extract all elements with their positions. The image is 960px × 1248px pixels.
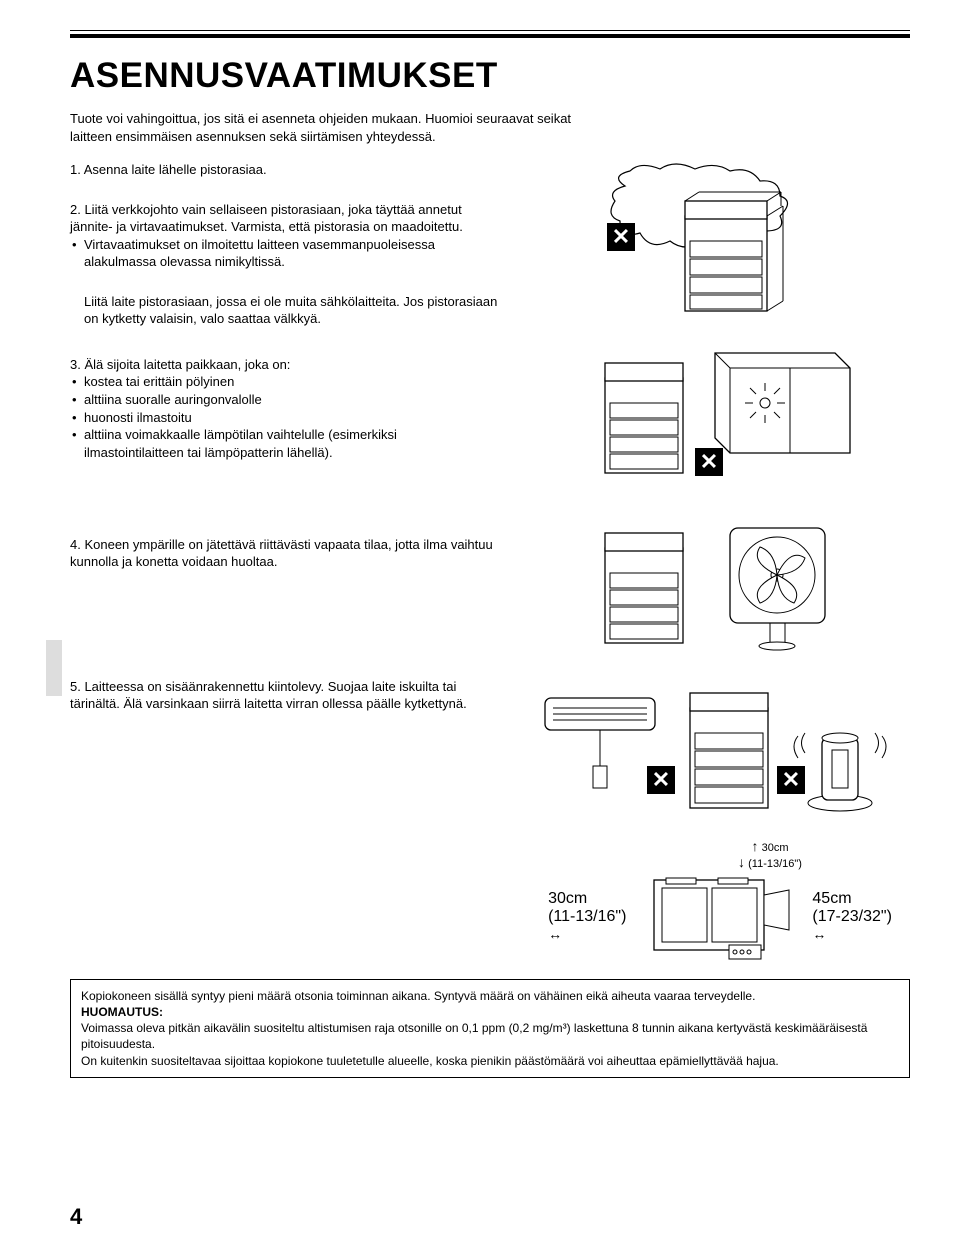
sun-copier-icon: ✕: [565, 338, 865, 508]
clearance-diagram: ↑ 30cm ↓ (11-13/16") 30cm (11-13/16") ↔: [530, 838, 910, 965]
arrow-up-icon: ↑: [752, 838, 759, 854]
dim-left2: (11-13/16"): [548, 908, 626, 926]
item-3-b3: huonosti ilmastoitu: [70, 409, 500, 427]
row-4: 5. Laitteessa on sisäänrakennettu kiinto…: [70, 678, 910, 828]
dim-right-block: 45cm (17-23/32") ↔: [812, 890, 892, 944]
page-tab: [46, 640, 62, 696]
text-col-2: 3. Älä sijoita laitetta paikkaan, joka o…: [70, 338, 500, 508]
row-1: 1. Asenna laite lähelle pistorasiaa. 2. …: [70, 161, 910, 328]
note-label: HUOMAUTUS:: [81, 1004, 899, 1020]
item-5: 5. Laitteessa on sisäänrakennettu kiinto…: [70, 678, 500, 713]
item-3-b1: kostea tai erittäin pölyinen: [70, 373, 500, 391]
item-3-lead: 3. Älä sijoita laitetta paikkaan, joka o…: [70, 356, 500, 374]
dim-top: 30cm: [762, 842, 789, 854]
note-box: Kopiokoneen sisällä syntyy pieni määrä o…: [70, 979, 910, 1078]
item-3-b2: alttiina suoralle auringonvalolle: [70, 391, 500, 409]
item-3: 3. Älä sijoita laitetta paikkaan, joka o…: [70, 356, 500, 461]
arrow-lr-icon: ↔: [812, 926, 826, 942]
dim-left-block: 30cm (11-13/16") ↔: [548, 890, 626, 944]
item-2-sub: Virtavaatimukset on ilmoitettu laitteen …: [70, 236, 500, 271]
arrow-down-icon: ↓: [738, 854, 745, 870]
item-4: 4. Koneen ympärille on jätettävä riittäv…: [70, 536, 500, 571]
text-col-1: 1. Asenna laite lähelle pistorasiaa. 2. …: [70, 161, 500, 328]
row-2: 3. Älä sijoita laitetta paikkaan, joka o…: [70, 338, 910, 508]
item-3-b4: alttiina voimakkaalle lämpötilan vaihtel…: [70, 426, 500, 461]
row-3: 4. Koneen ympärille on jätettävä riittäv…: [70, 518, 910, 668]
text-col-3: 4. Koneen ympärille on jätettävä riittäv…: [70, 518, 500, 668]
arrow-lr-icon: ↔: [548, 926, 562, 942]
copier-top-view-icon: [634, 870, 804, 965]
clearance-diagram-wrap: ↑ 30cm ↓ (11-13/16") 30cm (11-13/16") ↔: [70, 838, 910, 965]
rule-thin: [70, 30, 910, 31]
x-mark-icon: ✕: [647, 766, 675, 794]
x-mark-icon: ✕: [695, 448, 723, 476]
dim-right2: (17-23/32"): [812, 908, 892, 926]
ac-heater-copier-icon: ✕ ✕: [535, 678, 895, 828]
page-title: ASENNUSVAATIMUKSET: [70, 56, 910, 96]
item-2: 2. Liitä verkkojohto vain sellaiseen pis…: [70, 201, 500, 271]
dim-top2: (11-13/16"): [748, 858, 802, 870]
dim-top-block: ↑ 30cm ↓ (11-13/16"): [530, 838, 910, 870]
illus-2-wrap: ✕: [520, 338, 910, 508]
dim-left: 30cm: [548, 890, 626, 908]
note-p2: Voimassa oleva pitkän aikavälin suositel…: [81, 1020, 899, 1052]
illus-3-wrap: [520, 518, 910, 668]
text-col-4: 5. Laitteessa on sisäänrakennettu kiinto…: [70, 678, 500, 828]
rule-thick: [70, 34, 910, 38]
dust-copier-icon: ✕: [565, 161, 865, 326]
x-mark-icon: ✕: [607, 223, 635, 251]
note-p3: On kuitenkin suositeltavaa sijoittaa kop…: [81, 1053, 899, 1069]
item-1: 1. Asenna laite lähelle pistorasiaa.: [70, 161, 500, 179]
illus-1-wrap: ✕: [520, 161, 910, 328]
fan-copier-icon: [565, 518, 865, 668]
note-p1: Kopiokoneen sisällä syntyy pieni määrä o…: [81, 988, 899, 1004]
page-number: 4: [70, 1204, 82, 1230]
dim-right: 45cm: [812, 890, 892, 908]
item-2b: Liitä laite pistorasiaan, jossa ei ole m…: [70, 293, 500, 328]
intro-text: Tuote voi vahingoittua, jos sitä ei asen…: [70, 110, 600, 145]
illus-4-wrap: ✕ ✕: [520, 678, 910, 828]
item-2-text: 2. Liitä verkkojohto vain sellaiseen pis…: [70, 202, 463, 235]
x-mark-icon: ✕: [777, 766, 805, 794]
